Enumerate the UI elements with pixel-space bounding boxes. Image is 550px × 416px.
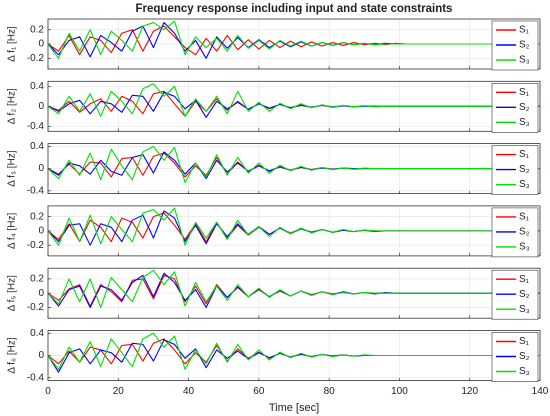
y-tick-label: 0.4 bbox=[30, 328, 44, 339]
y-axis-label: Δ f₄ [Hz] bbox=[7, 213, 18, 250]
y-tick-label: -0.2 bbox=[27, 53, 45, 64]
legend-label: S₃ bbox=[519, 179, 530, 190]
axes-frame bbox=[47, 18, 541, 70]
x-tick-label: 20 bbox=[113, 386, 125, 397]
legend-label: S₂ bbox=[519, 40, 530, 51]
y-axis-label: Δ f₅ [Hz] bbox=[7, 275, 18, 311]
axes-frame bbox=[47, 330, 541, 381]
y-axis-label: Δ f₆ [Hz] bbox=[7, 337, 18, 373]
y-axis-label: Δ f₂ [Hz] bbox=[7, 88, 18, 124]
legend-label: S₁ bbox=[519, 212, 530, 223]
series-line bbox=[47, 332, 540, 370]
y-tick-label: 0.4 bbox=[30, 81, 44, 92]
y-tick-label: 0.2 bbox=[30, 24, 44, 35]
axes-frame bbox=[47, 205, 541, 257]
legend-label: S₃ bbox=[519, 117, 530, 128]
y-tick-label: -0.2 bbox=[27, 240, 45, 251]
x-tick-label: 60 bbox=[253, 386, 265, 397]
y-tick-label: 0.2 bbox=[30, 274, 44, 285]
y-tick-label: 0 bbox=[38, 226, 44, 237]
y-tick-label: 0 bbox=[38, 101, 44, 112]
axes-frame bbox=[47, 80, 541, 132]
y-tick-label: -0.4 bbox=[27, 372, 45, 383]
legend-label: S₂ bbox=[519, 227, 530, 238]
legend-label: S₁ bbox=[519, 87, 530, 98]
y-tick-label: -0.4 bbox=[27, 121, 45, 132]
series-line bbox=[47, 20, 540, 59]
x-tick-label: 140 bbox=[532, 386, 549, 397]
series-line bbox=[47, 269, 540, 309]
y-tick-label: 0 bbox=[38, 350, 44, 361]
series-line bbox=[47, 207, 540, 246]
y-axis-label: Δ f₃ [Hz] bbox=[7, 150, 18, 187]
y-tick-label: 0 bbox=[38, 39, 44, 50]
axes-frame bbox=[47, 143, 541, 195]
legend-label: S₃ bbox=[519, 242, 530, 253]
x-axis-label: Time [sec] bbox=[269, 402, 319, 414]
legend-label: S₁ bbox=[519, 25, 530, 36]
legend-label: S₂ bbox=[519, 102, 530, 113]
y-axis-label: Δ f₁ [Hz] bbox=[7, 26, 18, 62]
chart-title: Frequency response including input and s… bbox=[136, 3, 453, 15]
x-tick-label: 40 bbox=[183, 386, 195, 397]
legend-label: S₂ bbox=[519, 351, 530, 362]
x-tick-label: 0 bbox=[45, 386, 51, 397]
y-tick-label: -0.4 bbox=[27, 185, 45, 196]
x-tick-label: 120 bbox=[461, 386, 478, 397]
y-tick-label: -0.2 bbox=[27, 302, 45, 313]
series-line bbox=[47, 145, 540, 184]
legend-label: S₃ bbox=[519, 366, 530, 377]
legend-label: S₁ bbox=[519, 149, 530, 160]
legend-label: S₃ bbox=[519, 304, 530, 315]
x-tick-label: 100 bbox=[391, 386, 408, 397]
legend-label: S₃ bbox=[519, 55, 530, 66]
legend-label: S₂ bbox=[519, 164, 530, 175]
legend-label: S₁ bbox=[519, 336, 530, 347]
y-tick-label: 0 bbox=[38, 288, 44, 299]
legend-label: S₂ bbox=[519, 289, 530, 300]
y-tick-label: 0 bbox=[38, 163, 44, 174]
y-tick-label: 0.2 bbox=[30, 211, 44, 222]
y-tick-label: 0.4 bbox=[30, 141, 44, 152]
legend-label: S₁ bbox=[519, 274, 530, 285]
x-tick-label: 80 bbox=[324, 386, 336, 397]
axes-frame bbox=[47, 267, 541, 319]
series-line bbox=[47, 83, 540, 117]
